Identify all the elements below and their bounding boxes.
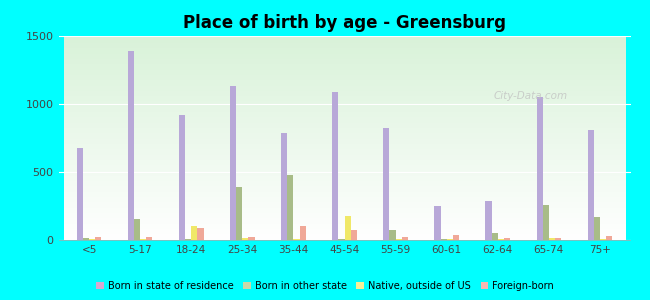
Bar [402,237,408,240]
Bar [242,238,248,240]
Bar [543,205,549,240]
Bar [198,228,203,240]
Bar [287,175,293,240]
Bar [89,239,96,240]
Bar [447,239,453,240]
Bar [453,235,459,240]
Bar [396,239,402,240]
Bar [588,130,593,240]
Bar [332,92,339,240]
Bar [389,230,396,240]
Bar [555,238,561,240]
Bar [536,97,543,240]
Bar [441,239,447,240]
Bar [549,238,555,240]
Bar [600,239,606,240]
Bar [140,239,146,240]
Bar [504,238,510,240]
Bar [384,128,389,240]
Bar [344,216,350,240]
Bar [593,217,600,240]
Bar [606,236,612,240]
Bar [236,187,242,240]
Bar [498,239,504,240]
Bar [185,238,191,240]
Title: Place of birth by age - Greensburg: Place of birth by age - Greensburg [183,14,506,32]
Bar [77,148,83,240]
Bar [491,233,498,240]
Bar [434,206,441,240]
Bar [230,86,236,240]
Bar [128,51,134,240]
Bar [339,239,345,240]
Bar [191,226,198,240]
Bar [96,237,101,240]
Bar [248,237,255,240]
Bar [300,226,306,240]
Text: City-Data.com: City-Data.com [494,91,568,101]
Bar [350,230,357,240]
Bar [83,238,89,240]
Legend: Born in state of residence, Born in other state, Native, outside of US, Foreign-: Born in state of residence, Born in othe… [92,278,558,295]
Bar [179,115,185,240]
Bar [486,201,491,240]
Bar [134,219,140,240]
Bar [293,239,300,240]
Bar [146,237,153,240]
Bar [281,133,287,240]
